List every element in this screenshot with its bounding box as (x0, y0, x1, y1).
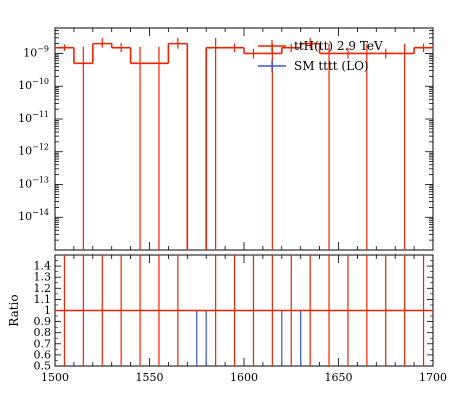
ratio-y-tick-label: 0.7 (34, 337, 52, 350)
x-tick-label: 1550 (136, 371, 164, 384)
y-tick-label: 10−14 (18, 208, 49, 223)
ratio-y-tick-label: 0.5 (34, 360, 52, 373)
x-tick-label: 1600 (230, 371, 258, 384)
legend-label-SM: SM tttt (LO) (294, 59, 369, 73)
x-tick-label: 1700 (419, 371, 447, 384)
y-tick-label: 10−13 (18, 175, 49, 190)
y-tick-label: 10−9 (23, 44, 49, 59)
ratio-y-tick-label: 0.9 (34, 315, 52, 328)
ratio-y-tick-label: 1.2 (34, 282, 52, 295)
ratio-y-tick-label: 0.6 (34, 348, 52, 361)
ratio-y-tick-label: 1.3 (34, 271, 52, 284)
main-plot-frame (54, 27, 434, 251)
legend-label-ttH: ttH(tt) 2.9 TeV (294, 39, 383, 53)
x-tick-label: 1650 (325, 371, 353, 384)
y-tick-label: 10−12 (18, 143, 49, 158)
ratio-y-tick-label: 1.1 (34, 293, 52, 306)
y-tick-label: 10−11 (18, 110, 49, 125)
main-panel: 10−9 10−10 10−11 10−12 10−13 10−14 (18, 27, 434, 251)
ratio-panel: 0.50.60.70.80.911.11.21.31.4 1500 1550 1600… (7, 254, 447, 384)
x-tick-label: 1500 (41, 371, 69, 384)
y-tick-label: 10−10 (18, 77, 49, 92)
ratio-y-tick-label: 1 (44, 304, 51, 317)
ratio-y-tick-label: 0.8 (34, 326, 52, 339)
ratio-ylabel: Ratio (7, 294, 21, 326)
ratio-y-tick-label: 1.4 (34, 260, 52, 273)
legend: ttH(tt) 2.9 TeV SM tttt (LO) (258, 39, 383, 73)
